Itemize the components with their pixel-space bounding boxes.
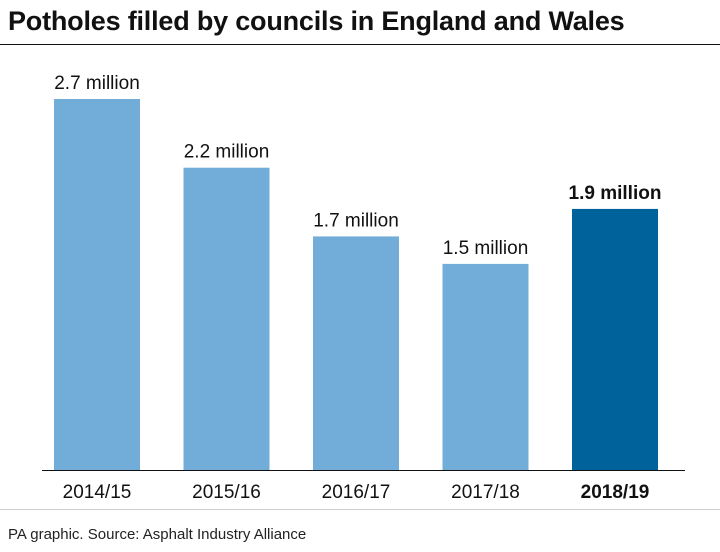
bar-2017-18 [442,263,529,470]
title-rule [0,44,720,45]
bar-2014-15 [54,99,140,470]
data-label-2016-17: 1.7 million [313,210,399,231]
bar-2018-19 [572,208,658,471]
x-tick-label-2014-15: 2014/15 [63,482,132,503]
data-label-2014-15: 2.7 million [54,73,140,94]
source-note: PA graphic. Source: Asphalt Industry All… [8,526,307,543]
chart-title: Potholes filled by councils in England a… [8,6,625,36]
footer: PA graphic. Source: Asphalt Industry All… [0,509,720,552]
data-label-2017-18: 1.5 million [443,238,529,259]
bar-2016-17 [313,236,399,470]
data-label-2015-16: 2.2 million [184,142,270,163]
x-tick-label-2015-16: 2015/16 [192,482,261,503]
x-tick-label-2017-18: 2017/18 [451,482,520,503]
x-tick-label-2018-19: 2018/19 [581,482,650,503]
bar-chart: 2.7 million 2014/15 2.2 million 2015/16 1.7 … [42,73,685,503]
data-label-2018-19: 1.9 million [569,183,662,204]
x-tick-label-2016-17: 2016/17 [322,482,391,503]
bar-2015-16 [183,167,270,470]
